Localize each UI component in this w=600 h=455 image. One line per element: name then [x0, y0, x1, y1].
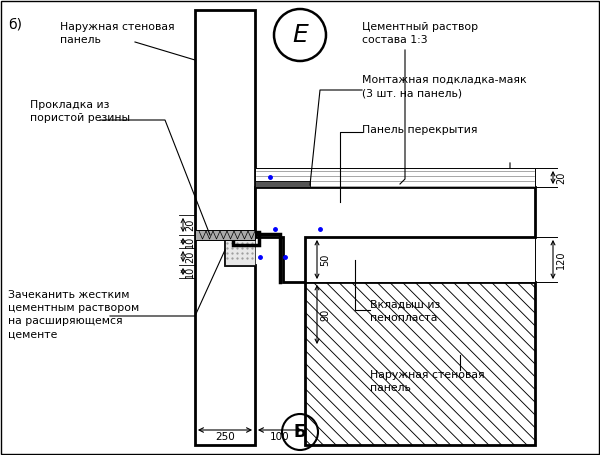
- Polygon shape: [305, 237, 535, 282]
- Text: 10: 10: [185, 265, 195, 278]
- Polygon shape: [255, 168, 535, 187]
- Text: 20: 20: [556, 172, 566, 184]
- Polygon shape: [305, 282, 535, 445]
- Text: 90: 90: [320, 308, 330, 321]
- Text: Панель перекрытия: Панель перекрытия: [362, 125, 478, 135]
- Polygon shape: [195, 10, 255, 445]
- Text: 120: 120: [556, 250, 566, 269]
- Text: E: E: [292, 23, 308, 47]
- Text: 250: 250: [215, 432, 235, 442]
- Text: 10: 10: [185, 235, 195, 248]
- Text: 20: 20: [185, 250, 195, 263]
- Text: Прокладка из
пористой резины: Прокладка из пористой резины: [30, 100, 130, 123]
- Text: 50: 50: [320, 253, 330, 266]
- Text: Зачеканить жестким
цементным раствором
на расширяющемся
цементе: Зачеканить жестким цементным раствором н…: [8, 290, 139, 339]
- Text: Наружная стеновая
панель: Наружная стеновая панель: [370, 370, 485, 393]
- Text: 20: 20: [185, 219, 195, 231]
- Polygon shape: [255, 181, 310, 187]
- Text: Наружная стеновая
панель: Наружная стеновая панель: [60, 22, 175, 45]
- Polygon shape: [255, 187, 535, 282]
- Text: Б: Б: [293, 423, 307, 441]
- Polygon shape: [225, 235, 255, 265]
- Polygon shape: [195, 230, 255, 240]
- Text: 100: 100: [270, 432, 290, 442]
- Text: Монтажная подкладка-маяк
(3 шт. на панель): Монтажная подкладка-маяк (3 шт. на панел…: [362, 75, 527, 98]
- Text: Вкладыш из
пенопласта: Вкладыш из пенопласта: [370, 300, 440, 323]
- Text: б): б): [8, 18, 22, 32]
- Text: Цементный раствор
состава 1:3: Цементный раствор состава 1:3: [362, 22, 478, 45]
